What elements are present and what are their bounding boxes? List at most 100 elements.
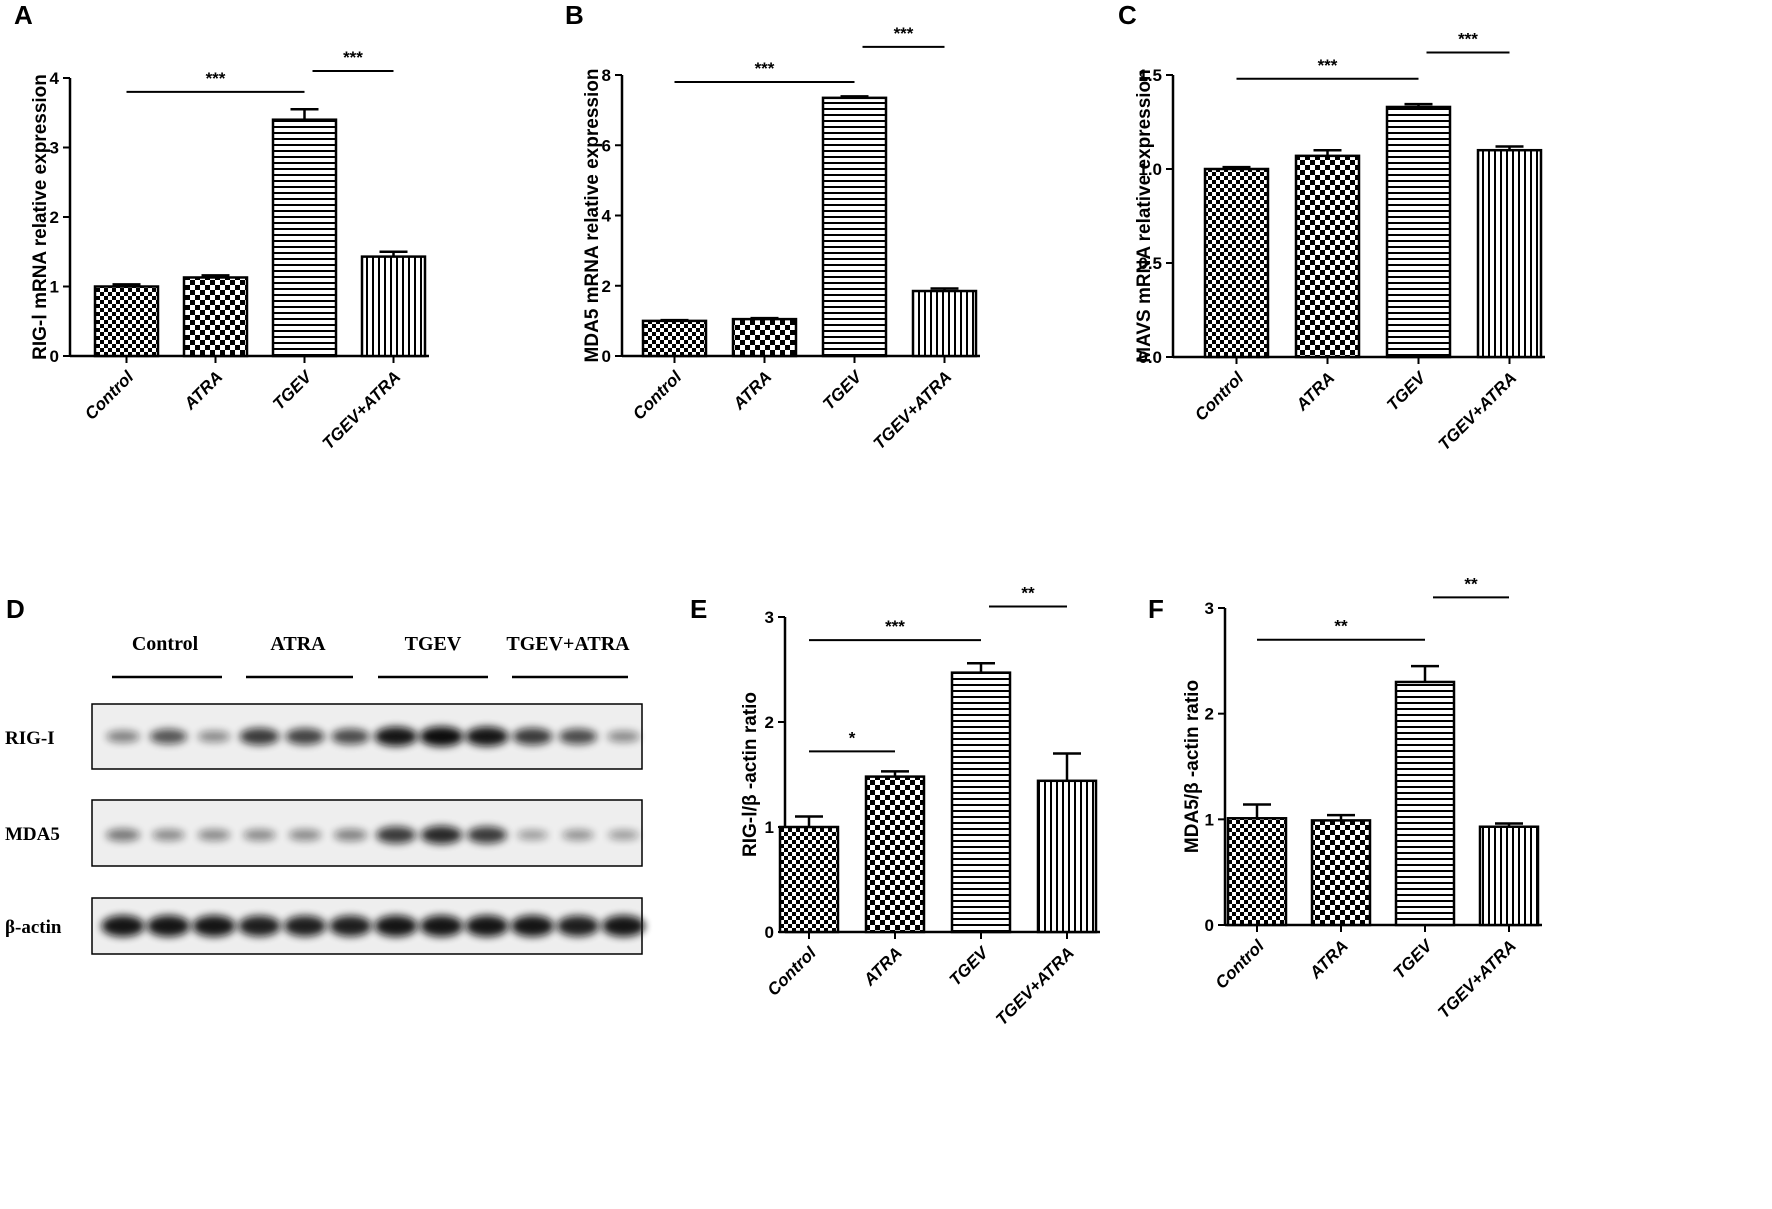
blot-band [333,828,368,842]
panel-c-category-label: TGEV+ATRA [1435,368,1521,454]
panel-f-y-tick-label: 3 [1205,599,1214,618]
blot-band [285,728,325,745]
panel-c-significance-label: *** [1458,29,1478,48]
panel-c-bar-atra [1294,154,1361,359]
panel-b-y-tick-label: 2 [602,277,611,296]
panel-a-category-label: Control [81,366,138,423]
blot-band [516,829,549,841]
blot-band [243,829,276,841]
panel-f-bar-tgev-atra [1478,825,1540,927]
panel-b-bar-tgev [821,96,888,358]
panel-c-y-axis-label: MAVS mRNA relative expression [1134,69,1155,363]
blot-row-label: β-actin [5,917,62,938]
blot-band [556,915,600,937]
blot-band [376,826,416,844]
panel-e-y-tick-label: 0 [765,923,774,942]
panel-b-category-label: ATRA [729,367,776,414]
panel-b-y-tick-label: 0 [602,347,611,366]
panel-a-bar-atra [182,276,249,358]
panel-a-category-label: TGEV+ATRA [319,367,405,453]
blot-band [192,915,236,937]
panel-c-bar-control [1203,167,1270,359]
panel-a-y-tick-label: 2 [50,208,59,227]
blot-band [152,829,185,841]
panel-b-category-label: TGEV+ATRA [870,367,956,453]
blot-band [562,829,594,841]
panel-e-bar-atra [864,775,926,934]
blot-row-label: MDA5 [5,824,60,845]
blot-band [283,915,327,937]
blot-band [607,730,640,743]
panel-e-y-tick-label: 1 [765,818,774,837]
panel-c-significance-label: *** [1318,56,1338,75]
panel-e-category-label: TGEV [946,942,993,989]
panel-a-bar-tgev [271,118,338,358]
panel-f-bar-tgev [1394,680,1456,927]
blot-band [465,726,509,747]
panel-a-significance-label: *** [343,48,363,67]
blot-band [238,915,281,937]
blot-band [510,915,555,937]
panel-letter-e: E [690,594,707,624]
panel-e-significance-label: * [849,728,856,747]
panel-c-y-tick-label: 0.0 [1138,348,1162,367]
panel-e-category-label: TGEV+ATRA [992,943,1078,1029]
panel-e-chart: 0 1 2 3 RIG-Ⅰ/β -actin ratio Control ATRA TGEV T… [740,584,1100,1029]
blot-band [465,915,509,937]
panel-a-y-tick-label: 1 [50,278,59,297]
panel-b-significance-label: *** [755,59,775,78]
blot-band [512,728,553,745]
panel-a-bar-tgev-atra [360,255,427,358]
blot-group-label: TGEV [405,633,462,655]
panel-c-y-tick-label: 1.5 [1138,66,1162,85]
panel-b-y-tick-label: 8 [602,66,611,85]
panel-f-y-tick-label: 1 [1205,810,1214,829]
panel-b-y-axis-label: MDA5 mRNA relative expression [582,69,603,363]
blot-band [374,726,418,747]
panel-b-category-label: TGEV [819,366,866,413]
panel-a-y-tick-label: 4 [50,69,60,88]
panel-f-y-axis-label: MDA5/β -actin ratio [1182,680,1203,853]
panel-f-category-label: ATRA [1305,936,1352,983]
panel-e-bar-tgev [950,671,1012,934]
blot-group-label: ATRA [270,633,326,655]
blot-band [329,915,372,937]
panel-e-significance-label: ** [1021,584,1035,603]
panel-c-category-label: TGEV [1383,367,1430,414]
panel-f-bar-atra [1310,819,1372,927]
panel-a-y-tick-label: 3 [50,139,59,158]
panel-a-y-tick-label: 0 [50,347,59,366]
blot-band [197,829,231,841]
blot-band [146,915,191,937]
panel-f-category-label: TGEV [1390,935,1437,982]
panel-c-category-label: ATRA [1292,368,1339,415]
blot-band [374,915,418,937]
panel-f-chart: 0 1 2 3 MDA5/β -actin ratio Control ATRA TGEVTG… [1182,574,1542,1022]
blot-band [558,728,598,745]
panel-b-y-tick-label: 6 [602,136,611,155]
blot-band [288,829,322,841]
blot-band [101,915,145,937]
panel-a-y-axis-label: RIG-Ⅰ mRNA relative expression [30,74,51,360]
blot-band [331,728,370,745]
blot-band [149,728,188,745]
panel-e-y-tick-label: 2 [765,713,774,732]
panel-letter-d: D [6,594,25,624]
panel-e-category-label: Control [764,942,821,999]
panel-b-significance-label: *** [894,24,914,43]
panel-d-western-blot: Control ATRA TGEV TGEV+ATRA RIG-I MDA5 β-actin [5,633,646,955]
panel-b-bar-atra [731,317,798,358]
panel-f-y-tick-label: 2 [1205,705,1214,724]
panel-e-significance-label: *** [885,617,905,636]
panel-b-y-tick-label: 4 [602,207,612,226]
panel-e-bar-tgev-atra [1036,779,1098,934]
panel-f-bar-control [1226,817,1288,927]
panel-f-category-label: Control [1212,935,1269,992]
panel-letter-f: F [1148,594,1164,624]
panel-letter-c: C [1118,0,1137,30]
panel-c-y-tick-label: 0.5 [1138,254,1162,273]
panel-f-significance-label: ** [1334,617,1348,636]
